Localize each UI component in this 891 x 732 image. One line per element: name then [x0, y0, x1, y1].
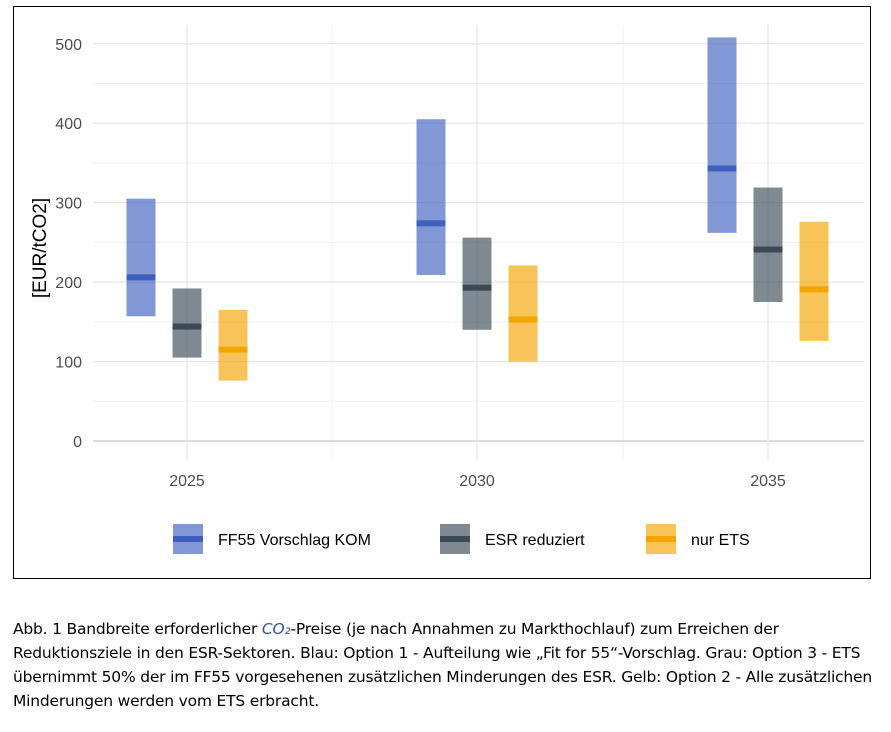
- legend-swatch-median: [440, 536, 470, 542]
- x-tick-label: 2035: [750, 473, 786, 490]
- median-line: [462, 284, 492, 291]
- legend-swatch-median: [173, 536, 203, 542]
- y-tick-label: 200: [55, 275, 82, 292]
- median-line: [416, 220, 446, 227]
- chart-frame: 0 100 200 300 400 500 2025 2030 2035 [EUR/tCO2]…: [13, 6, 871, 579]
- caption-prefix: Abb. 1 Bandbreite erforderlicher: [13, 620, 262, 638]
- caption-suffix: -Preise (je nach Annahmen zu Markthochla…: [13, 620, 872, 710]
- range-bar: [508, 265, 538, 362]
- median-line: [753, 246, 783, 253]
- median-line: [508, 316, 538, 323]
- legend: FF55 Vorschlag KOM ESR reduziert nur ETS: [173, 524, 750, 554]
- median-line: [707, 165, 737, 172]
- legend-label: nur ETS: [691, 532, 750, 549]
- range-bar: [416, 119, 446, 275]
- y-tick-label: 500: [55, 37, 82, 54]
- range-chart: 0 100 200 300 400 500 2025 2030 2035 [EUR/tCO2]…: [30, 25, 864, 554]
- y-tick-label: 300: [55, 196, 82, 213]
- bars: [126, 37, 829, 381]
- legend-label: FF55 Vorschlag KOM: [218, 532, 371, 549]
- range-bar: [126, 198, 156, 317]
- x-tick-label: 2025: [169, 473, 205, 490]
- median-line: [799, 286, 829, 293]
- x-tick-label: 2030: [459, 473, 495, 490]
- range-bar: [707, 37, 737, 233]
- caption-co2: CO₂: [261, 620, 291, 638]
- legend-label: ESR reduziert: [485, 532, 585, 549]
- range-bar: [462, 237, 492, 330]
- figure-caption: Abb. 1 Bandbreite erforderlicher CO₂-Pre…: [13, 617, 883, 713]
- range-bar: [172, 288, 202, 358]
- y-tick-label: 400: [55, 116, 82, 133]
- median-line: [126, 274, 156, 281]
- y-axis-ticks: 0 100 200 300 400 500: [55, 37, 82, 451]
- legend-swatch-median: [646, 536, 676, 542]
- range-bar: [218, 309, 248, 381]
- y-tick-label: 100: [55, 355, 82, 372]
- range-bar: [799, 221, 829, 341]
- range-bar: [753, 187, 783, 302]
- median-line: [218, 346, 248, 353]
- median-line: [172, 323, 202, 330]
- y-tick-label: 0: [73, 434, 82, 451]
- y-axis-label: [EUR/tCO2]: [30, 198, 51, 298]
- x-axis-ticks: 2025 2030 2035: [169, 473, 786, 490]
